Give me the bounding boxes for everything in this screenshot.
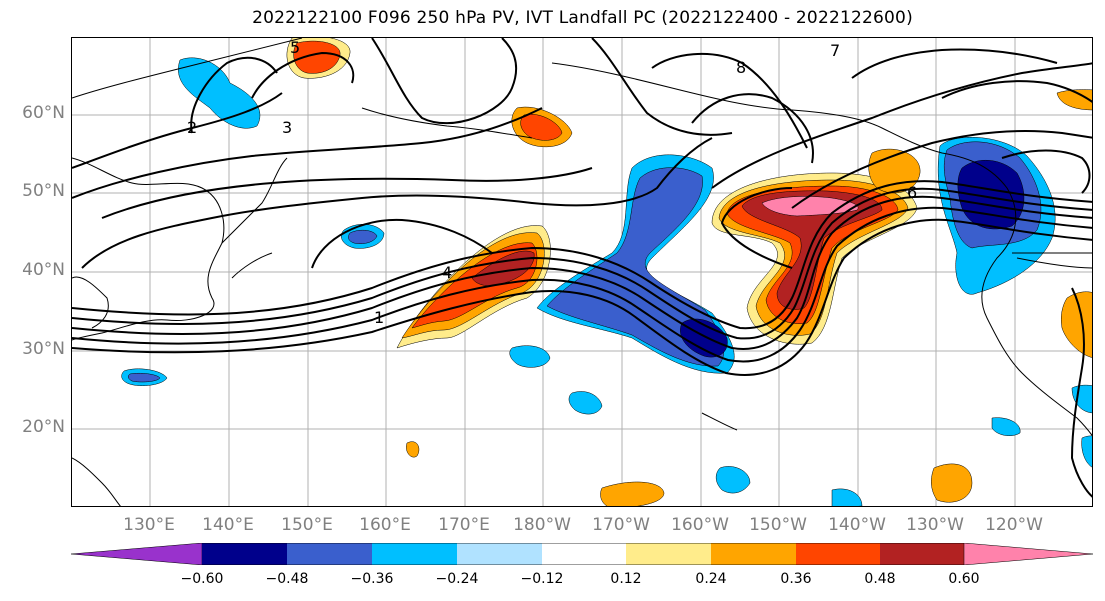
lon-label-150w: 150°W bbox=[749, 515, 807, 535]
pv-contours bbox=[72, 38, 1092, 498]
negative-anomaly-fills bbox=[121, 57, 1092, 506]
contour-label-4: 4 bbox=[442, 263, 452, 282]
colorbar-segment-2 bbox=[287, 543, 372, 565]
lat-label-20n: 20°N bbox=[22, 417, 65, 437]
colorbar-tick-3: −0.24 bbox=[435, 571, 479, 587]
colorbar-tick-4: −0.12 bbox=[520, 571, 564, 587]
lon-label-130e: 130°E bbox=[123, 515, 175, 535]
lon-label-180w: 180°W bbox=[513, 515, 571, 535]
coastlines bbox=[72, 38, 1092, 506]
lat-label-40n: 40°N bbox=[22, 260, 65, 280]
lat-label-50n: 50°N bbox=[22, 181, 65, 201]
map-panel: 1 2 3 4 5 6 7 8 bbox=[71, 37, 1093, 507]
contour-labels: 1 2 3 4 5 6 7 8 bbox=[187, 38, 917, 327]
colorbar-segment-9 bbox=[880, 543, 964, 565]
colorbar-segment-0 bbox=[71, 543, 203, 565]
colorbar-tick-8: 0.48 bbox=[864, 571, 896, 587]
lon-label-140w: 140°W bbox=[828, 515, 886, 535]
lat-label-30n: 30°N bbox=[22, 339, 65, 359]
contour-label-3: 3 bbox=[282, 118, 292, 137]
lon-label-140e: 140°E bbox=[202, 515, 254, 535]
colorbar-segment-5 bbox=[542, 543, 626, 565]
colorbar-tick-9: 0.60 bbox=[948, 571, 980, 587]
lon-label-120w: 120°W bbox=[985, 515, 1043, 535]
colorbar bbox=[71, 543, 1094, 565]
lon-label-130w: 130°W bbox=[906, 515, 964, 535]
colorbar-segment-8 bbox=[796, 543, 880, 565]
colorbar-segment-3 bbox=[372, 543, 457, 565]
map-svg: 1 2 3 4 5 6 7 8 bbox=[72, 38, 1092, 506]
lon-label-160e: 160°E bbox=[359, 515, 411, 535]
lon-label-150e: 150°E bbox=[281, 515, 333, 535]
colorbar-segment-6 bbox=[626, 543, 711, 565]
contour-label-8: 8 bbox=[736, 58, 746, 77]
lon-label-170w: 170°W bbox=[592, 515, 650, 535]
contour-label-7: 7 bbox=[830, 41, 840, 60]
lat-label-60n: 60°N bbox=[22, 103, 65, 123]
contour-label-5: 5 bbox=[290, 38, 300, 57]
colorbar-tick-1: −0.48 bbox=[265, 571, 309, 587]
colorbar-tick-6: 0.24 bbox=[695, 571, 727, 587]
colorbar-segment-4 bbox=[457, 543, 542, 565]
contour-label-1: 1 bbox=[374, 308, 384, 327]
colorbar-tick-5: 0.12 bbox=[610, 571, 642, 587]
lon-label-160w: 160°W bbox=[671, 515, 729, 535]
map-title: 2022122100 F096 250 hPa PV, IVT Landfall… bbox=[252, 8, 913, 28]
colorbar-tick-7: 0.36 bbox=[780, 571, 812, 587]
colorbar-segment-7 bbox=[711, 543, 796, 565]
lon-label-170e: 170°E bbox=[438, 515, 490, 535]
colorbar-tick-0: −0.60 bbox=[180, 571, 224, 587]
colorbar-segment-10 bbox=[963, 543, 1094, 565]
colorbar-segment-1 bbox=[202, 543, 287, 565]
contour-label-2: 2 bbox=[187, 118, 197, 137]
colorbar-tick-2: −0.36 bbox=[350, 571, 394, 587]
contour-label-6: 6 bbox=[907, 183, 917, 202]
